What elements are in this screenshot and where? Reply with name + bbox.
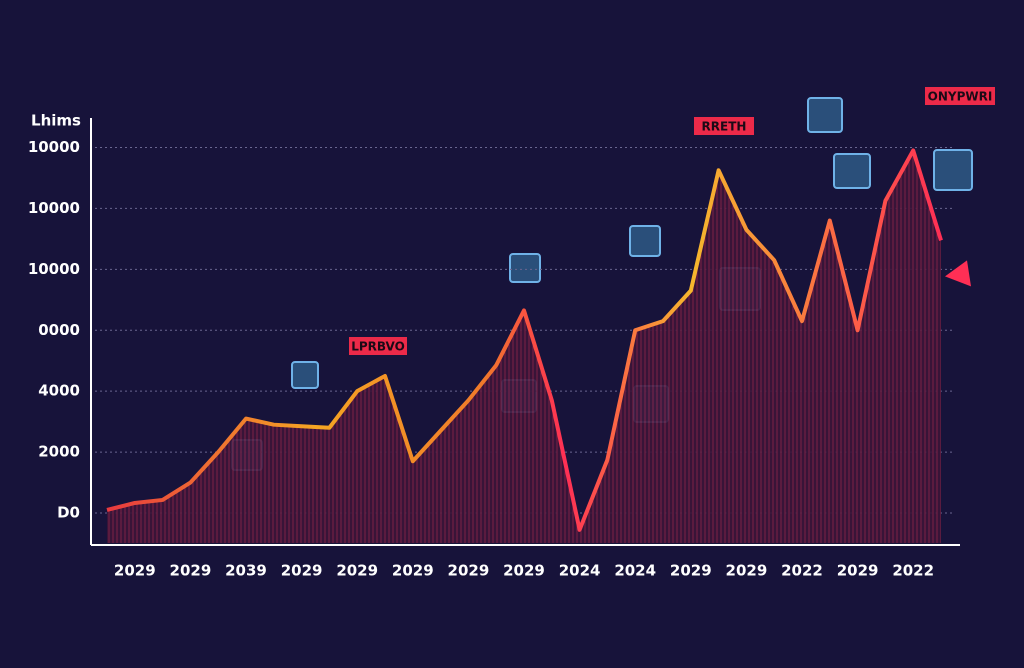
y-tick-label: 2000 <box>38 443 80 461</box>
x-tick-label: 2024 <box>614 562 656 580</box>
y-tick-label: 0000 <box>38 321 80 339</box>
y-tick-label: 10000 <box>28 199 80 217</box>
x-tick-label: 2029 <box>726 562 768 580</box>
x-tick-label: 2029 <box>670 562 712 580</box>
x-tick-label: 2029 <box>448 562 490 580</box>
annotation: LPRBVO <box>351 340 405 354</box>
x-tick-label: 2029 <box>170 562 212 580</box>
x-tick-label: 2022 <box>892 562 934 580</box>
arrow-head <box>945 260 971 287</box>
y-tick-label: 4000 <box>38 382 80 400</box>
y-tick-label: 10000 <box>28 260 80 278</box>
x-tick-label: 2029 <box>392 562 434 580</box>
x-tick-label: 2029 <box>281 562 323 580</box>
annotation-box <box>925 87 995 105</box>
annotation-box <box>349 337 407 355</box>
area <box>107 150 941 543</box>
annotation-box <box>694 117 754 135</box>
x-tick-label: 2029 <box>336 562 378 580</box>
y-tick-label: 10000 <box>28 138 80 156</box>
x-tick-label: 2029 <box>503 562 545 580</box>
y-tick-label: D0 <box>57 504 80 522</box>
x-tick-label: 2039 <box>225 562 267 580</box>
x-tick-label: 2029 <box>837 562 879 580</box>
x-tick-label: 2024 <box>559 562 601 580</box>
y-axis-title: Lhims <box>31 112 81 130</box>
line <box>106 148 943 532</box>
area-tint <box>107 150 941 543</box>
x-tick-label: 2029 <box>114 562 156 580</box>
annotation: ONYPWRI <box>928 90 993 104</box>
annotation: RRETH <box>702 120 747 134</box>
x-tick-label: 2022 <box>781 562 823 580</box>
